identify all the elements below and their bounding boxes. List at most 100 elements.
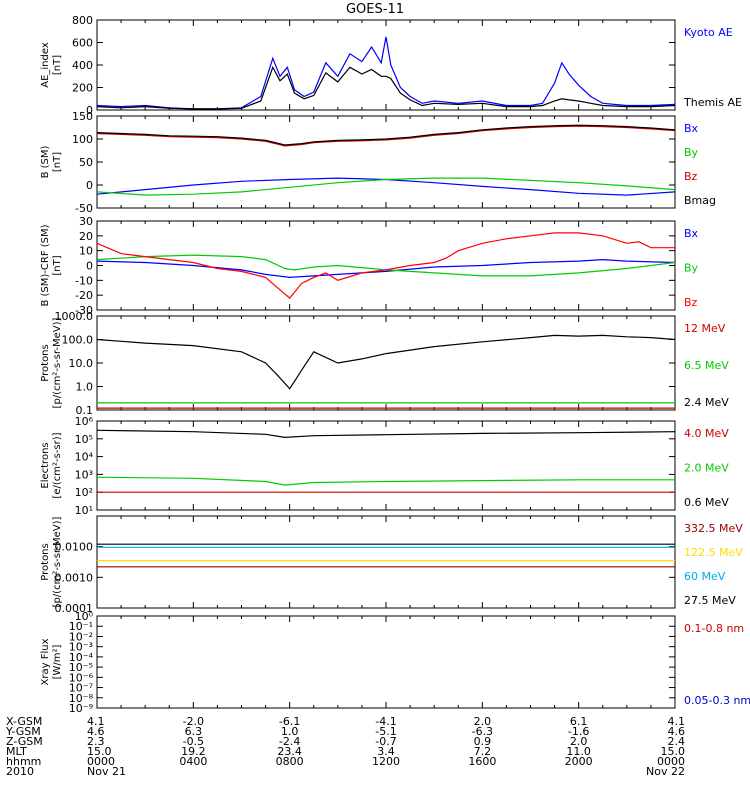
y-tick-label: 200 (72, 82, 93, 95)
x-axis-cell: 15.0 (661, 745, 686, 758)
y-axis-label-line: [nT] (52, 152, 63, 172)
y-axis-label-line: AE_index (40, 42, 51, 88)
y-tick-label: 10⁵ (75, 433, 93, 446)
y-axis-label-line: [p/(cm²-s-sr-MeV)] (52, 317, 63, 408)
legend-label: 12 MeV (684, 322, 726, 335)
y-tick-label: 1.0 (76, 381, 94, 394)
x-axis-cell: -6.3 (472, 725, 493, 738)
y-tick-label: 0.0001 (55, 602, 94, 615)
legend-label: Kyoto AE (684, 26, 733, 39)
y-axis-label: B (SM)-CRF (SM) [nT] (40, 224, 63, 306)
y-tick-label: 800 (72, 14, 93, 27)
legend-label: 0.6 MeV (684, 496, 729, 509)
legend-label: 27.5 MeV (684, 594, 736, 607)
y-tick-label: 10⁻⁶ (69, 671, 94, 684)
x-axis-cell: -4.1 (375, 715, 396, 728)
series-line-2-4-mev (96, 334, 676, 390)
y-axis-label-line: [nT] (52, 255, 63, 275)
series-line-2-0-mev (96, 476, 675, 486)
panel-1: 0 200 400 600 800 AE_index [nT] Kyoto AE Themis … (40, 14, 742, 117)
y-tick-label: 10³ (75, 468, 93, 481)
y-tick-label: 10⁻⁴ (69, 651, 94, 664)
x-axis-row-label: Y-GSM (5, 725, 41, 738)
y-tick-label: 0.0010 (55, 571, 94, 584)
series-line-by (96, 177, 676, 196)
x-axis-cell: 1200 (372, 755, 400, 768)
y-axis-label: Xray Flux [W/m²] (40, 638, 63, 685)
panel-2: -50 0 50 100 150 B (SM) [nT] Bx By Bz Bmag (40, 110, 716, 215)
y-tick-label: 10⁻⁹ (69, 702, 93, 715)
x-axis-cell: 4.6 (668, 725, 686, 738)
y-tick-label: 50 (79, 156, 93, 169)
y-tick-label: -20 (75, 289, 93, 302)
y-tick-label: 10² (75, 486, 93, 499)
legend-label: By (684, 262, 699, 275)
x-axis-cell: Nov 21 (87, 765, 126, 778)
panel-6: 0.0001 0.0010 0.0100 Protons [p/(cm²-s-sr-Me… (40, 515, 743, 615)
x-axis-cell: 23.4 (277, 745, 302, 758)
y-tick-label: 400 (72, 59, 93, 72)
y-tick-label: 0.0100 (55, 541, 94, 554)
panel-3: -30 -20 -100 10 20 30 B (SM)-CRF (SM) [nT] Bx By B… (40, 215, 699, 317)
x-axis-cell: 0.9 (474, 735, 492, 748)
x-axis-cell: -1.6 (568, 725, 589, 738)
y-tick-label: 10⁻⁷ (69, 682, 93, 695)
legend-label: Themis AE (683, 96, 742, 109)
y-tick-label: 20 (79, 230, 93, 243)
y-axis-label: AE_index [nT] (40, 42, 63, 88)
y-axis-label: B (SM) [nT] (40, 145, 63, 178)
series-line-0-6-mev (96, 429, 676, 439)
x-axis-cell: 6.3 (185, 725, 203, 738)
y-axis-label-line: Protons (40, 543, 51, 580)
panel-frame (96, 615, 676, 709)
legend-label: 0.05-0.3 nm (684, 694, 750, 707)
y-axis-label-line: [e/(cm²-s-sr)] (52, 432, 63, 498)
x-axis-cell: 2.3 (87, 735, 105, 748)
y-tick-label: 10⁴ (75, 451, 94, 464)
y-axis-label-line: B (SM) (40, 145, 51, 178)
x-axis-cell: -5.1 (375, 725, 396, 738)
series-line-bx (96, 258, 676, 279)
x-axis-table: X-GSMY-GSMZ-GSMMLThhmm20104.14.62.315.00… (5, 715, 685, 778)
x-axis-cell: 7.2 (474, 745, 492, 758)
panel-frame (96, 315, 676, 411)
y-tick-label: 10⁻² (69, 630, 93, 643)
y-axis-label-line: Electrons (40, 442, 51, 488)
x-axis-cell: 2.0 (474, 715, 492, 728)
x-axis-cell: 3.4 (377, 745, 395, 758)
x-axis-cell: 0800 (276, 755, 304, 768)
y-axis-label-line: B (SM)-CRF (SM) (40, 224, 51, 306)
y-axis-label-line: Xray Flux (40, 638, 51, 685)
x-axis-row-label: X-GSM (6, 715, 42, 728)
x-axis-row-label: 2010 (6, 765, 34, 778)
y-axis-label-line: [p/(cm²-s-sr-MeV)] (52, 516, 63, 607)
y-tick-label: 10⁻⁵ (69, 661, 93, 674)
series-line-bz (96, 232, 675, 299)
x-axis-cell: 1600 (468, 755, 496, 768)
legend-label: 6.5 MeV (684, 359, 729, 372)
legend-label: 4.0 MeV (684, 427, 729, 440)
x-axis-cell: 15.0 (87, 745, 112, 758)
y-tick-label: 30 (79, 215, 93, 228)
y-tick-label: -30 (75, 304, 93, 317)
x-axis-cell: 0400 (179, 755, 207, 768)
x-axis-row-label: hhmm (6, 755, 41, 768)
series-line-kyoto-ae (96, 36, 676, 110)
x-axis-cell: 0000 (87, 755, 115, 768)
y-tick-label: 10 (79, 245, 93, 258)
x-axis-cell: -2.0 (183, 715, 204, 728)
x-axis-cell: 6.1 (570, 715, 588, 728)
x-axis-cell: 11.0 (566, 745, 591, 758)
x-axis-cell: 4.1 (668, 715, 686, 728)
y-tick-label: 10.0 (69, 357, 94, 370)
series-line-bz (96, 125, 676, 147)
legend-label: Bx (684, 227, 699, 240)
y-tick-label: 10⁻¹ (69, 620, 93, 633)
y-tick-label: 100 (72, 133, 93, 146)
legend-label: 332.5 MeV (684, 522, 743, 535)
x-axis-cell: 4.6 (87, 725, 105, 738)
x-axis-cell: -0.5 (183, 735, 204, 748)
x-axis-cell: 2.0 (570, 735, 588, 748)
